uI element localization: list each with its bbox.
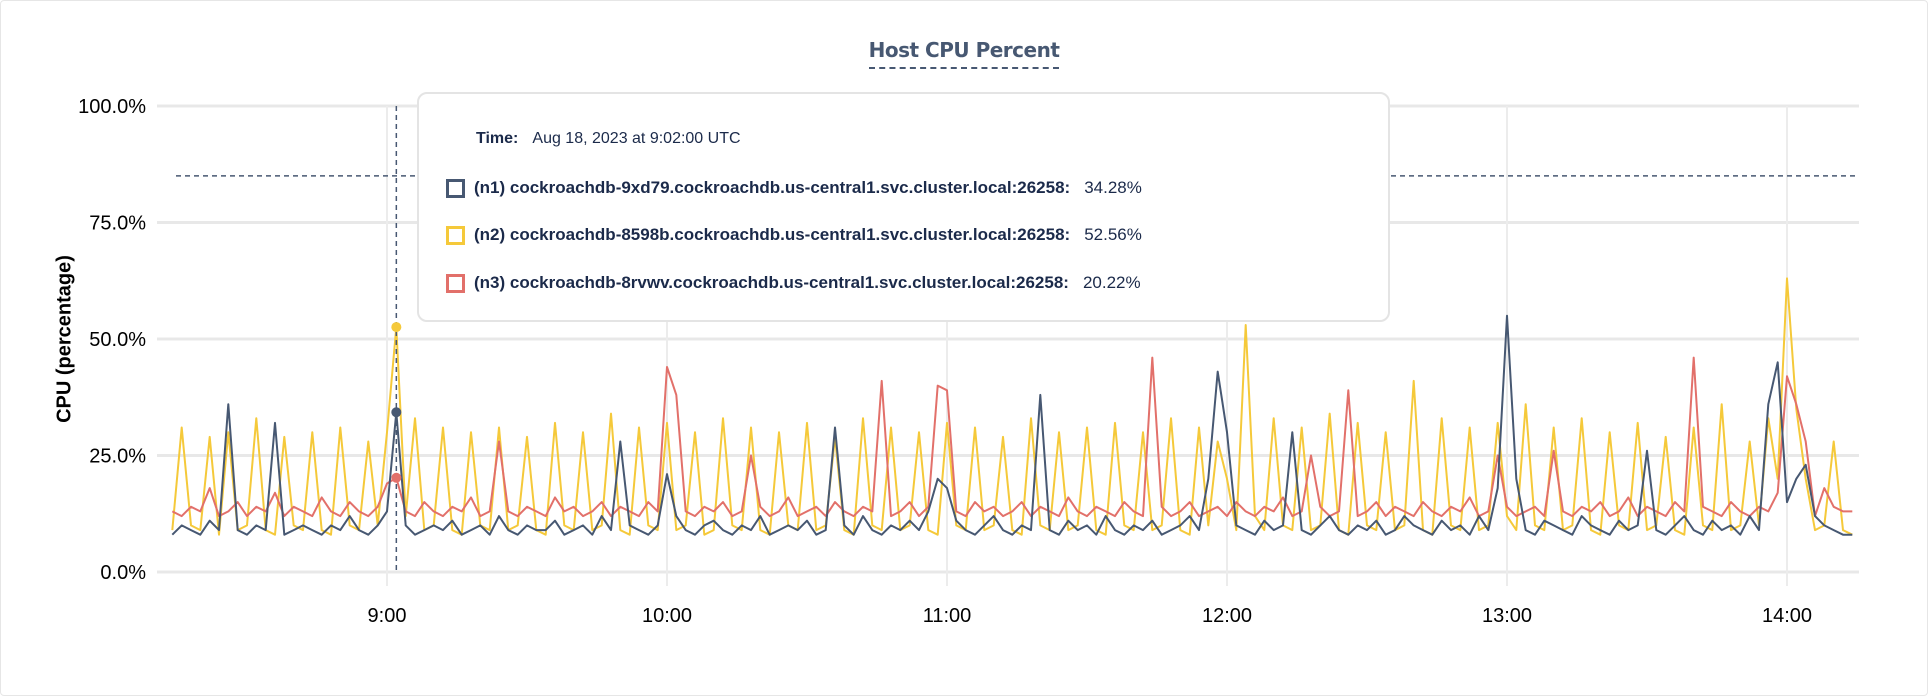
tooltip-time-value: Aug 18, 2023 at 9:02:00 UTC	[532, 130, 741, 147]
tooltip-series-value: 52.56%	[1084, 225, 1142, 244]
hover-point-n1	[391, 407, 402, 418]
hover-point-n3	[391, 472, 402, 483]
y-tick-label: 0.0%	[100, 562, 146, 584]
x-tick-label: 13:00	[1482, 605, 1532, 627]
x-axis-ticks: 9:00 10:00 11:00 12:00 13:00 14:00	[368, 605, 1813, 627]
x-tick-label: 10:00	[642, 605, 692, 627]
tooltip-time-label: Time:	[476, 130, 519, 147]
chart-title[interactable]: Host CPU Percent	[868, 38, 1060, 69]
y-axis-ticks: 0.0% 25.0% 50.0% 75.0% 100.0%	[78, 96, 146, 584]
y-axis-label: CPU (percentage)	[53, 255, 76, 423]
tooltip-series-name: (n2) cockroachdb-8598b.cockroachdb.us-ce…	[474, 225, 1071, 244]
y-tick-label: 25.0%	[89, 446, 146, 468]
tooltip-series-value: 20.22%	[1082, 273, 1141, 292]
hover-tooltip: Time: Aug 18, 2023 at 9:02:00 UTC (n1) c…	[417, 92, 1390, 322]
x-tick-label: 11:00	[923, 605, 972, 627]
tooltip-row-n2: (n2) cockroachdb-8598b.cockroachdb.us-ce…	[446, 225, 1142, 245]
series-line-n3	[171, 356, 1853, 518]
hover-point-n2	[391, 322, 402, 333]
tooltip-row-n3: (n3) cockroachdb-8rvwv.cockroachdb.us-ce…	[446, 273, 1141, 293]
x-tick-label: 14:00	[1762, 605, 1812, 627]
y-tick-label: 75.0%	[89, 213, 146, 235]
series-line-n1	[171, 314, 1853, 536]
legend-swatch-n1	[446, 178, 465, 198]
x-tick-label: 12:00	[1202, 605, 1252, 627]
tooltip-series-name: (n1) cockroachdb-9xd79.cockroachdb.us-ce…	[474, 178, 1071, 197]
chart-title-wrap: Host CPU Percent	[0, 38, 1928, 69]
tooltip-series-name: (n3) cockroachdb-8rvwv.cockroachdb.us-ce…	[474, 273, 1069, 292]
tooltip-time-row: Time: Aug 18, 2023 at 9:02:00 UTC	[446, 130, 741, 148]
x-tick-label: 9:00	[368, 605, 407, 627]
y-tick-label: 50.0%	[89, 329, 146, 351]
series-line-n2	[171, 277, 1853, 536]
tooltip-row-n1: (n1) cockroachdb-9xd79.cockroachdb.us-ce…	[446, 178, 1142, 198]
legend-swatch-n3	[446, 273, 465, 293]
y-tick-label: 100.0%	[78, 96, 146, 118]
series-lines	[171, 277, 1853, 536]
tooltip-series-value: 34.28%	[1084, 178, 1142, 197]
legend-swatch-n2	[446, 225, 465, 245]
